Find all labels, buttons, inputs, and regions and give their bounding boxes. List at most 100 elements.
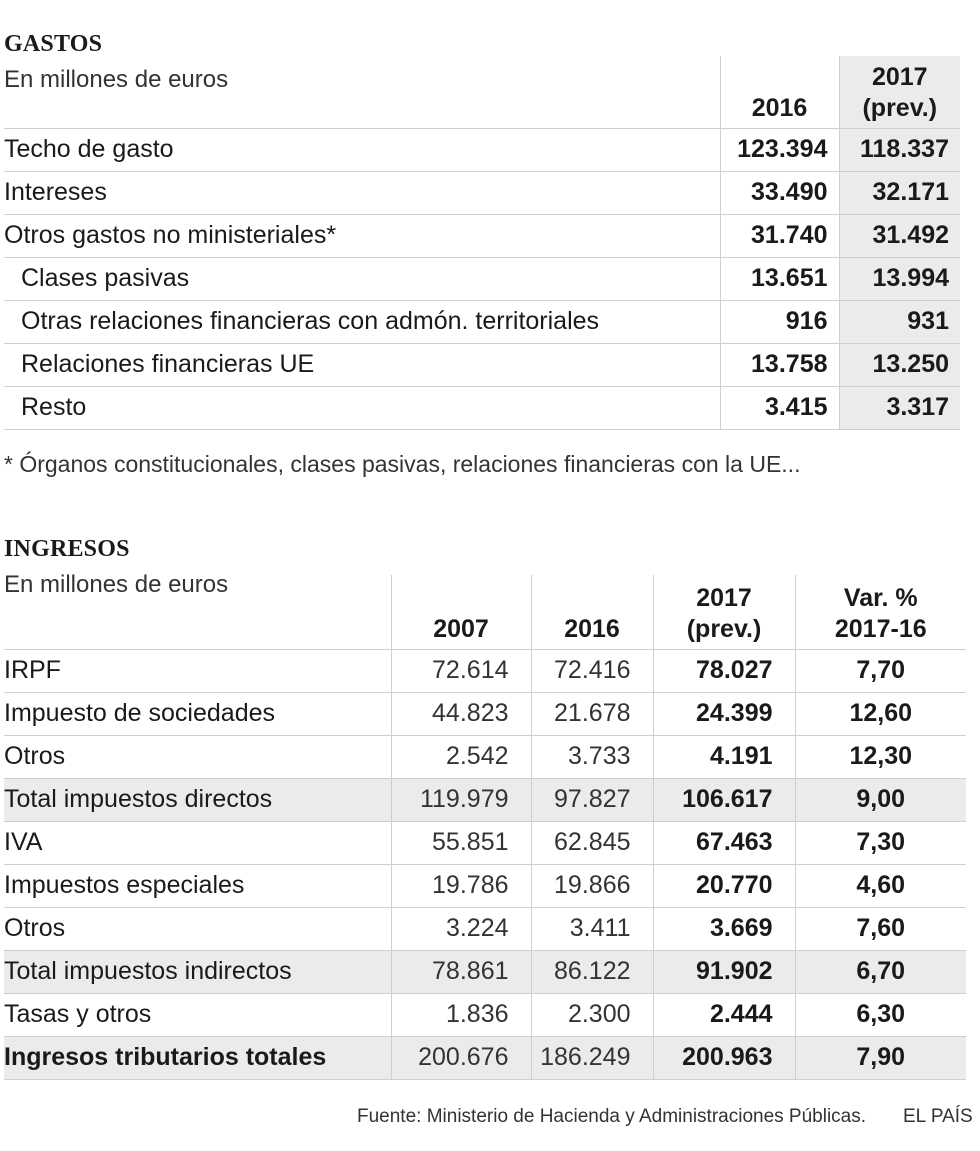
row-label: Total impuestos directos [4,778,391,822]
value-var: 7,90 [794,1036,966,1080]
table-row: Clases pasivas 13.651 13.994 [4,257,960,301]
value-2016: 123.394 [719,128,839,172]
table-row: Total impuestos indirectos 78.861 86.122 91… [4,950,966,994]
value-2017: 4.191 [652,735,795,779]
value-2016: 13.651 [719,257,839,301]
row-label: Impuestos especiales [4,864,391,908]
value-2007: 1.836 [390,993,531,1037]
ingresos-header-var: Var. % 2017-16 [794,575,966,650]
value-2017: 20.770 [652,864,795,908]
gastos-header-2016: 2016 [719,56,839,129]
value-2017: 31.492 [838,214,960,258]
table-row: Otras relaciones financieras con admón. … [4,300,960,344]
source-note: Fuente: Ministerio de Hacienda y Adminis… [357,1106,867,1127]
row-label: Resto [4,386,720,430]
value-2016: 19.866 [530,864,653,908]
value-var: 12,30 [794,735,966,779]
ingresos-title: INGRESOS [4,536,130,562]
table-row: Tasas y otros 1.836 2.300 2.444 6,30 [4,993,966,1037]
ingresos-col-header: 2016 [564,614,620,643]
value-2016: 21.678 [530,692,653,736]
table-row: Resto 3.415 3.317 [4,386,960,430]
value-2007: 44.823 [390,692,531,736]
row-label: Clases pasivas [4,257,720,301]
value-2016: 3.733 [530,735,653,779]
row-label: Total impuestos indirectos [4,950,391,994]
gastos-header-2017: 2017 (prev.) [838,56,960,129]
value-2007: 200.676 [390,1036,531,1080]
ingresos-header-label [4,575,391,650]
value-2017: 2.444 [652,993,795,1037]
value-var: 7,60 [794,907,966,951]
value-2016: 2.300 [530,993,653,1037]
value-2016: 97.827 [530,778,653,822]
value-2017: 931 [838,300,960,344]
brand-logo: EL PAÍS [903,1106,973,1127]
value-2017: 67.463 [652,821,795,865]
value-2017: 118.337 [838,128,960,172]
value-2017: 32.171 [838,171,960,215]
value-2017: 24.399 [652,692,795,736]
value-2017: 3.669 [652,907,795,951]
table-row: Relaciones financieras UE 13.758 13.250 [4,343,960,387]
ingresos-col-header: Var. % 2017-16 [834,583,927,643]
value-2016: 916 [719,300,839,344]
row-label: IVA [4,821,391,865]
table-row: Otros 2.542 3.733 4.191 12,30 [4,735,966,779]
table-row: Total impuestos directos 119.979 97.827 106… [4,778,966,822]
row-label: Otras relaciones financieras con admón. … [4,300,720,344]
value-2017: 13.994 [838,257,960,301]
value-var: 6,70 [794,950,966,994]
row-label: Techo de gasto [4,128,720,172]
ingresos-section: INGRESOS En millones de euros 2007 2016 … [4,535,966,1080]
row-label: Otros [4,735,391,779]
row-label: Impuesto de sociedades [4,692,391,736]
table-row: Impuestos especiales 19.786 19.866 20.770 4,… [4,864,966,908]
value-var: 9,00 [794,778,966,822]
value-2017: 200.963 [652,1036,795,1080]
value-2017: 3.317 [838,386,960,430]
row-label: Tasas y otros [4,993,391,1037]
value-2007: 78.861 [390,950,531,994]
value-2016: 33.490 [719,171,839,215]
value-var: 4,60 [794,864,966,908]
table-row: Ingresos tributarios totales 200.676 186.2… [4,1036,966,1080]
value-2016: 3.415 [719,386,839,430]
table-row: IVA 55.851 62.845 67.463 7,30 [4,821,966,865]
value-2016: 13.758 [719,343,839,387]
value-2016: 186.249 [530,1036,653,1080]
value-2016: 86.122 [530,950,653,994]
row-label: Otros [4,907,391,951]
value-2016: 72.416 [530,649,653,693]
value-var: 12,60 [794,692,966,736]
value-2017: 13.250 [838,343,960,387]
value-2017: 91.902 [652,950,795,994]
gastos-title: GASTOS [4,31,103,57]
gastos-col-header: 2017 (prev.) [862,62,938,122]
ingresos-header-2016: 2016 [530,575,653,650]
table-row: IRPF 72.614 72.416 78.027 7,70 [4,649,966,693]
value-var: 7,70 [794,649,966,693]
value-var: 6,30 [794,993,966,1037]
row-label: Relaciones financieras UE [4,343,720,387]
gastos-footnote: * Órganos constitucionales, clases pasiv… [4,451,801,477]
table-row: Otros gastos no ministeriales* 31.740 31.4… [4,214,960,258]
value-2016: 31.740 [719,214,839,258]
gastos-col-header: 2016 [751,93,808,122]
ingresos-col-header: 2007 [433,614,489,643]
value-2007: 119.979 [390,778,531,822]
value-2017: 106.617 [652,778,795,822]
value-2007: 72.614 [390,649,531,693]
ingresos-header-2007: 2007 [390,575,531,650]
table-row: Intereses 33.490 32.171 [4,171,960,215]
table-row: Otros 3.224 3.411 3.669 7,60 [4,907,966,951]
value-2016: 3.411 [530,907,653,951]
gastos-rows: Techo de gasto 123.394 118.337 Intereses 33.… [4,128,960,430]
value-2007: 3.224 [390,907,531,951]
ingresos-col-header: 2017 (prev.) [686,583,762,643]
table-row: Impuesto de sociedades 44.823 21.678 24.399… [4,692,966,736]
row-label: Ingresos tributarios totales [4,1036,391,1080]
value-2007: 55.851 [390,821,531,865]
row-label: Intereses [4,171,720,215]
value-2007: 19.786 [390,864,531,908]
